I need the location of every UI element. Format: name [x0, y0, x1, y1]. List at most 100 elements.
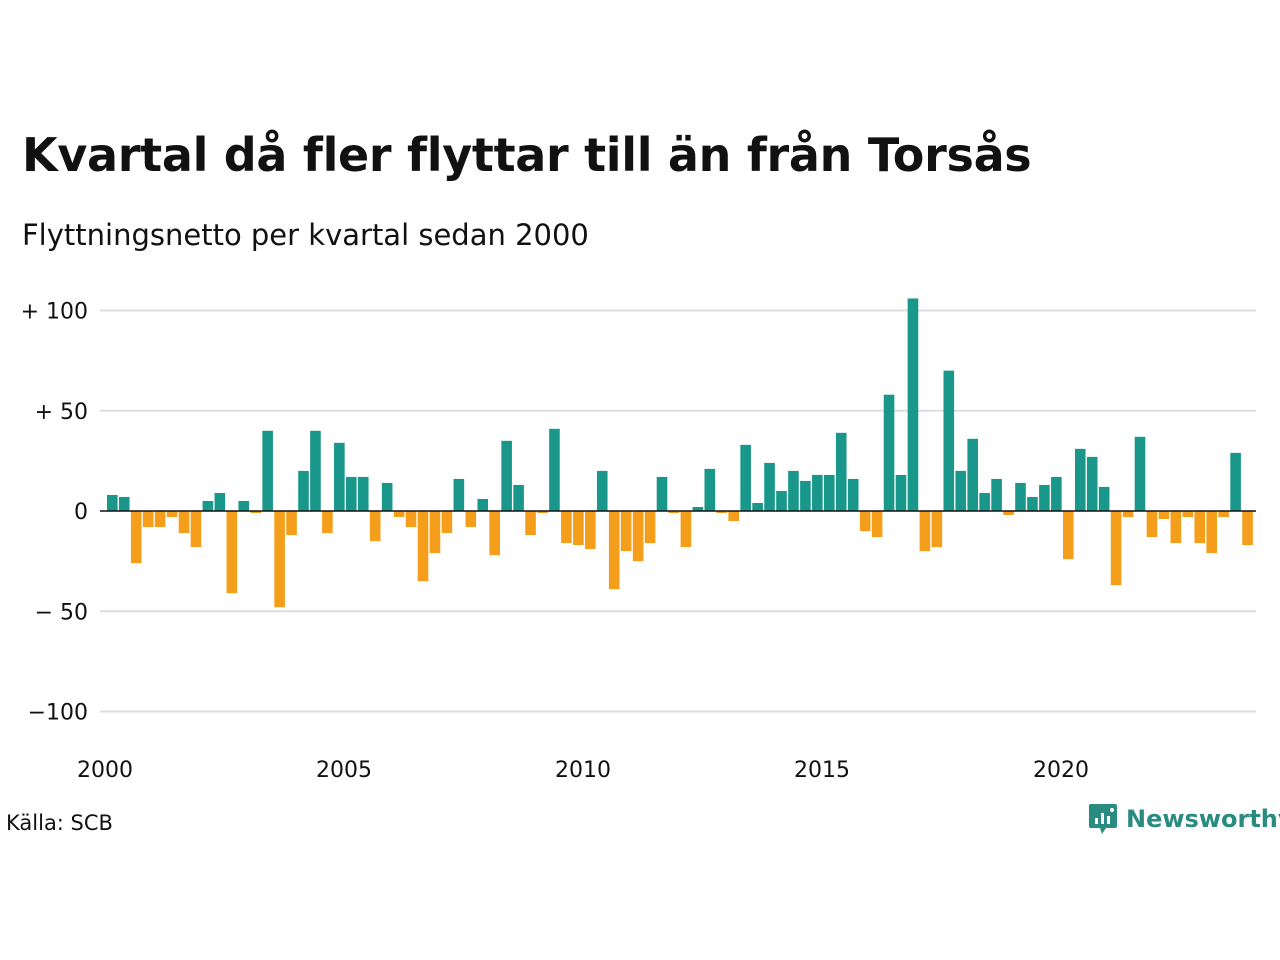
y-tick-label: + 50 [35, 400, 88, 425]
bar [477, 498, 489, 511]
bar [1074, 448, 1086, 511]
bar [1051, 476, 1062, 512]
bar [608, 511, 620, 590]
x-tick-label: 2010 [555, 758, 611, 783]
brand-name: Newsworthy [1126, 805, 1280, 833]
bar [1098, 486, 1110, 511]
bar [752, 502, 763, 511]
bar [1206, 511, 1217, 554]
bar [680, 511, 692, 548]
bar [178, 511, 190, 534]
bar [154, 511, 166, 528]
x-tick-label: 2015 [794, 758, 850, 783]
bar [501, 440, 512, 511]
bar [513, 484, 524, 511]
brand-logo: Newsworthy [1088, 802, 1280, 836]
bar [764, 462, 775, 511]
bar [1110, 511, 1122, 586]
bar [1242, 511, 1253, 546]
bar [381, 482, 393, 511]
bar-chart: + 100 + 50 0 − 50 −100 2000 2005 2010 2015 2020 [21, 298, 1256, 783]
bar [549, 428, 560, 511]
bar [596, 470, 608, 511]
bar [1158, 511, 1170, 520]
bar [907, 298, 919, 511]
bar [274, 511, 285, 608]
bar [393, 511, 405, 518]
bar [214, 492, 226, 511]
x-tick-label: 2000 [77, 758, 133, 783]
bar [310, 430, 321, 511]
bar [824, 474, 835, 511]
bar [525, 511, 536, 536]
bar [656, 476, 668, 512]
bar [1182, 511, 1194, 518]
bar [883, 394, 895, 511]
bar [1146, 511, 1158, 538]
bar [919, 511, 931, 552]
bar [871, 511, 883, 538]
bar [537, 511, 548, 513]
bar [190, 511, 202, 548]
bar [800, 480, 811, 511]
bar [931, 511, 943, 548]
x-tick-label: 2020 [1033, 758, 1089, 783]
bar [118, 496, 130, 511]
bar [716, 511, 728, 513]
bar [644, 511, 656, 544]
bar [202, 500, 214, 511]
bar [740, 444, 751, 511]
bar [812, 474, 823, 511]
bar [107, 494, 118, 511]
bar [979, 492, 990, 511]
bar [847, 478, 859, 511]
bar [991, 478, 1002, 511]
bar [1063, 511, 1074, 560]
bar [417, 511, 429, 582]
bar [632, 511, 644, 562]
chart-title: Kvartal då fler flyttar till än från Tor… [22, 128, 1032, 182]
x-tick-label: 2005 [316, 758, 372, 783]
bar [250, 511, 261, 513]
gridlines [100, 309, 1256, 713]
bar [573, 511, 584, 546]
bar [286, 511, 297, 536]
bar [226, 511, 238, 594]
y-tick-label: + 100 [21, 300, 88, 325]
bar [728, 511, 739, 522]
bar [704, 468, 716, 511]
bar [1218, 511, 1229, 518]
bar [835, 432, 847, 511]
bar [1039, 484, 1050, 511]
y-tick-label: 0 [74, 500, 88, 525]
bar [1134, 436, 1146, 511]
bar [1194, 511, 1206, 544]
source-note: Källa: SCB [6, 811, 113, 835]
x-axis-tick-labels: 2000 2005 2010 2015 2020 [77, 758, 1089, 783]
bar [142, 511, 154, 528]
bar [585, 511, 596, 550]
bar [668, 511, 680, 513]
bar [943, 370, 955, 511]
bar [405, 511, 417, 528]
bar [955, 470, 967, 511]
bar [1003, 511, 1014, 516]
bar [859, 511, 871, 532]
bar [298, 470, 309, 511]
y-tick-label: −100 [28, 701, 88, 726]
bar [130, 511, 142, 564]
bar [489, 511, 500, 556]
bar [561, 511, 572, 544]
bars [107, 298, 1253, 608]
bar [967, 438, 978, 511]
y-axis-tick-labels: + 100 + 50 0 − 50 −100 [21, 300, 88, 726]
bar [262, 430, 273, 511]
bar [1027, 496, 1038, 511]
bar [369, 511, 381, 542]
bar [1230, 452, 1241, 511]
bar [346, 476, 357, 512]
bar [788, 470, 799, 511]
bar [620, 511, 632, 552]
bar [429, 511, 441, 554]
bar [895, 474, 907, 511]
